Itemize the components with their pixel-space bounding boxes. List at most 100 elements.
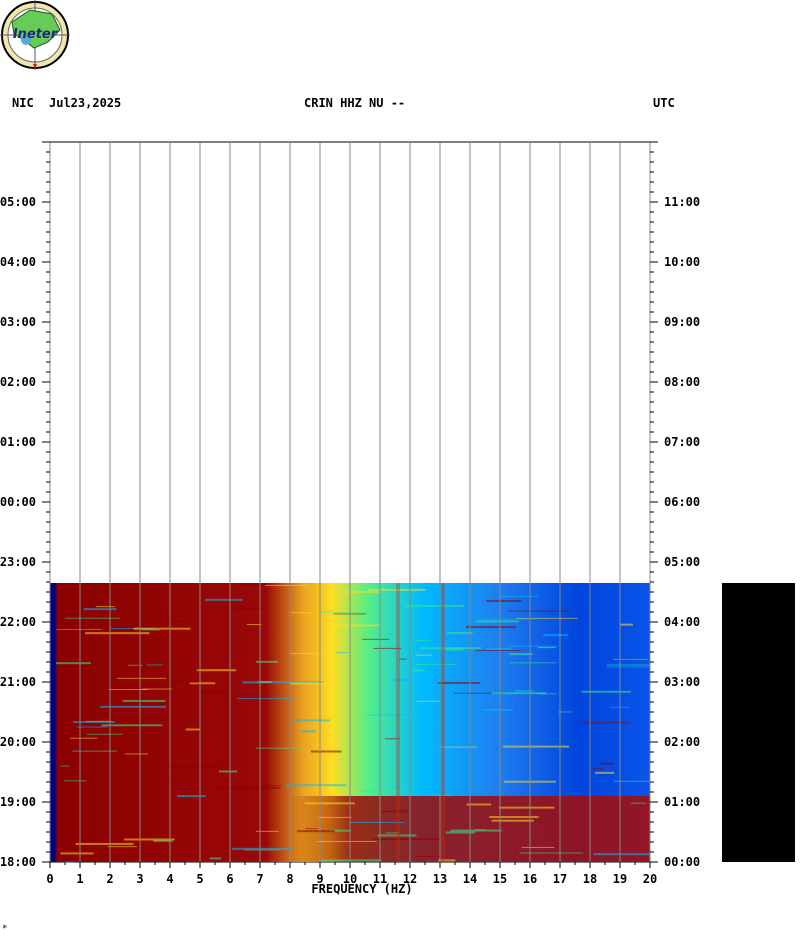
spectrogram-streak — [466, 803, 492, 806]
spectrogram-streak — [607, 664, 650, 666]
x-tick-labels: 0 1 2 3 4 5 6 7 8 9 10 11 12 13 14 15 16 17 18 19 20 — [46, 872, 657, 886]
x-tick-label: 11 — [373, 872, 387, 886]
spectrogram-streak — [293, 719, 330, 722]
spectrogram-streak — [305, 828, 318, 830]
spectrogram-streak — [142, 629, 161, 631]
spectrogram-streak — [446, 631, 473, 634]
spectrogram-streak — [320, 859, 381, 862]
y-tick-label-left: 01:00 — [0, 435, 36, 449]
spectrogram-streak — [177, 795, 206, 798]
spectrogram-streak — [138, 607, 169, 610]
spectrogram-streak — [256, 660, 279, 663]
spectrogram-streak — [185, 728, 200, 731]
spectrogram-streak — [300, 730, 316, 733]
y-tick-label-right: 11:00 — [664, 195, 700, 209]
spectrogram-streak — [244, 849, 279, 851]
y-tick-label-left: 00:00 — [0, 495, 36, 509]
spectrogram-streak — [215, 787, 280, 790]
spectrogram-streak — [537, 693, 557, 695]
x-tick-label: 0 — [46, 872, 53, 886]
spectrogram-streak — [169, 680, 198, 683]
spectrogram-streak — [437, 681, 481, 684]
x-tick-label: 5 — [196, 872, 203, 886]
x-tick-label: 17 — [553, 872, 567, 886]
y-tick-label-left: 23:00 — [0, 555, 36, 569]
spectrogram-streak — [290, 612, 313, 614]
spectrogram-streak — [196, 669, 237, 672]
spectrogram-streak — [507, 610, 572, 612]
spectrogram-streak — [445, 648, 464, 651]
spectrogram-streak — [124, 838, 175, 841]
spectrogram-streak — [600, 762, 615, 765]
spectrogram-streak — [304, 802, 355, 805]
spectrogram-streak — [450, 829, 502, 832]
spectrogram-streak — [366, 714, 416, 716]
y-tick-label-right: 06:00 — [664, 495, 700, 509]
y-tick-label-right: 08:00 — [664, 375, 700, 389]
spectrogram-streak — [377, 834, 417, 837]
x-tick-label: 4 — [166, 872, 173, 886]
spectrogram-streak — [348, 821, 405, 823]
spectrogram-streak — [630, 802, 646, 804]
spectrogram-streak — [361, 790, 402, 793]
spectrogram-streak — [420, 647, 482, 650]
spectrogram-streak — [372, 838, 440, 841]
spectrogram-streak — [255, 830, 279, 832]
x-tick-label: 14 — [463, 872, 477, 886]
spectrogram-streak — [146, 664, 163, 666]
spectrogram-streak — [204, 598, 243, 601]
spectrogram-streak — [63, 780, 87, 782]
y-tick-label-left: 02:00 — [0, 375, 36, 389]
spectrogram-streak — [485, 647, 512, 650]
footnote: * — [2, 924, 8, 934]
timezone-label: UTC — [653, 96, 675, 110]
x-tick-label: 16 — [523, 872, 537, 886]
spectrogram-streak — [289, 652, 328, 654]
y-tick-label-right: 09:00 — [664, 315, 700, 329]
y-tick-label-right: 00:00 — [664, 855, 700, 869]
x-tick-label: 8 — [286, 872, 293, 886]
x-tick-label: 1 — [76, 872, 83, 886]
spectrogram-streak — [373, 647, 402, 649]
spectrogram-streak — [434, 794, 451, 796]
spectrogram-streak — [384, 738, 401, 740]
grid-lines — [49, 142, 651, 862]
spectrogram-streak — [475, 620, 520, 623]
spectrogram-streak — [239, 583, 267, 586]
axis-ticks — [42, 141, 658, 868]
x-tick-label: 20 — [643, 872, 657, 886]
x-tick-label: 3 — [136, 872, 143, 886]
x-tick-label: 13 — [433, 872, 447, 886]
x-tick-label: 15 — [493, 872, 507, 886]
spectrogram-streak — [475, 649, 522, 651]
spectrogram-streak — [76, 726, 108, 728]
ineter-logo: Ineter — [0, 0, 70, 70]
x-tick-label: 7 — [256, 872, 263, 886]
spectrogram-streak — [211, 761, 241, 763]
spectrogram-streak — [620, 623, 634, 626]
y-tick-label-right: 07:00 — [664, 435, 700, 449]
spectrogram-streak — [60, 852, 94, 855]
spectrogram-streak — [422, 722, 440, 725]
spectrogram-streak — [412, 669, 425, 672]
spectral-line — [396, 583, 400, 862]
spectrogram-streak — [131, 587, 159, 590]
spectrogram-streak — [58, 856, 73, 859]
y-tick-label-right: 01:00 — [664, 795, 700, 809]
spectrogram-streak — [83, 608, 117, 611]
spectrogram-streak — [581, 722, 631, 724]
spectrogram-streak — [75, 842, 134, 845]
y-tick-label-right: 02:00 — [664, 735, 700, 749]
spectrogram-streak — [332, 624, 380, 627]
spectrogram-streak — [439, 746, 477, 748]
spectrogram-streak — [95, 606, 115, 608]
spectrogram-streak — [371, 771, 394, 773]
spectrogram-streak — [209, 857, 221, 860]
spectrogram-streak — [286, 784, 347, 787]
spectrogram-streak — [69, 737, 98, 739]
spectrogram-streak — [537, 647, 556, 649]
spectrogram-streak — [242, 681, 260, 684]
y-tick-labels-left: 18:00 19:00 20:00 21:00 22:00 23:00 00:00 01:00… — [0, 195, 36, 869]
x-tick-label: 19 — [613, 872, 627, 886]
spectrogram-streak — [73, 721, 115, 724]
